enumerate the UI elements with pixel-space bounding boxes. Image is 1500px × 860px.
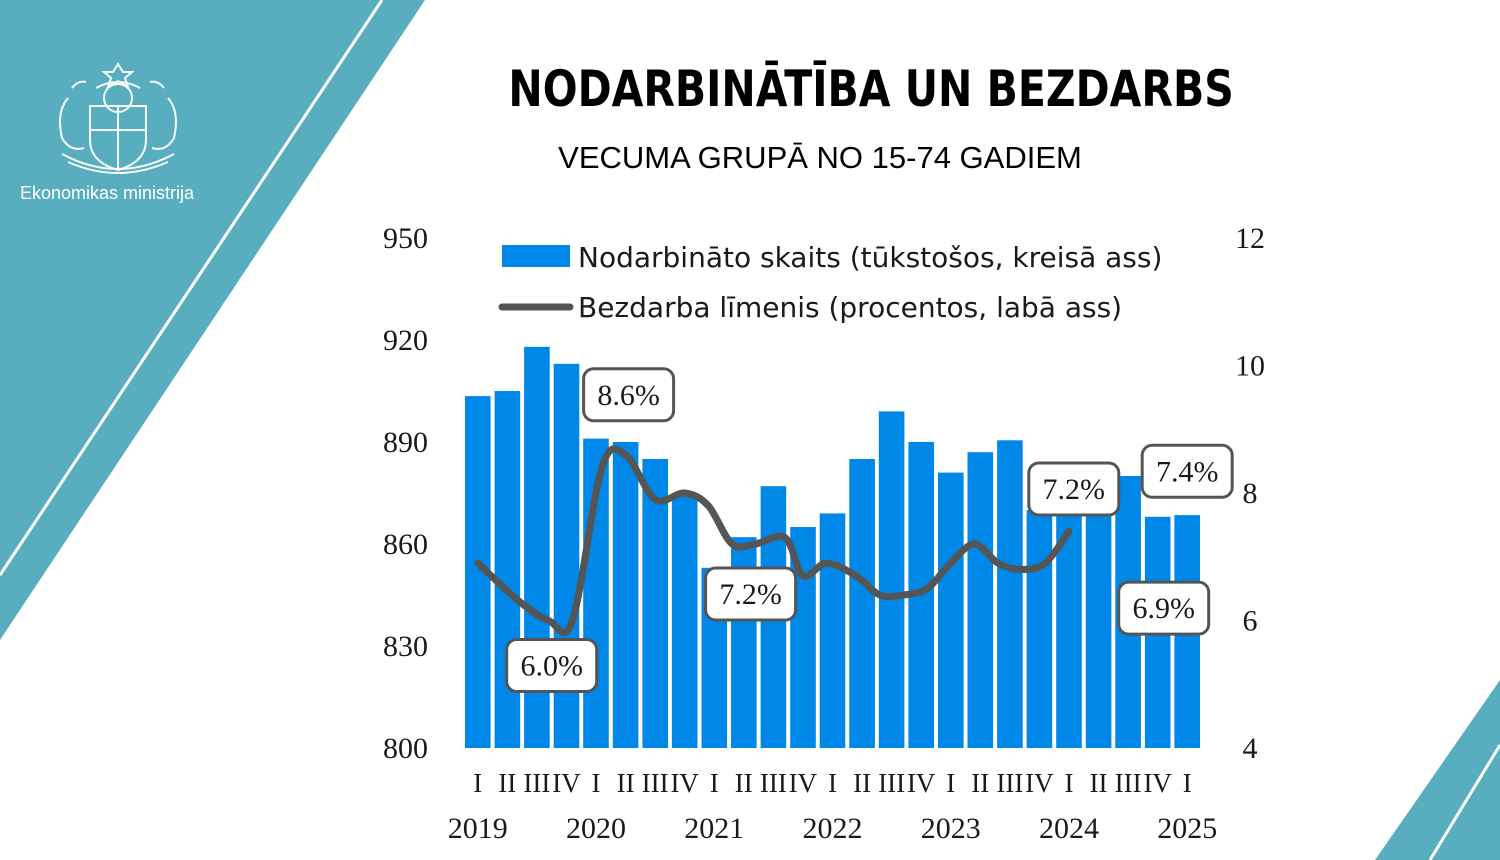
quarter-label: IV — [789, 768, 818, 798]
year-label: 2021 — [684, 812, 744, 845]
callout-label: 6.9% — [1132, 592, 1195, 625]
callout-0: 6.0% — [505, 638, 599, 693]
year-label: 2023 — [921, 812, 981, 845]
quarter-label: III — [642, 768, 669, 798]
quarter-label: I — [1183, 768, 1192, 798]
teal-corner-bottom-right — [1375, 680, 1500, 860]
quarter-label: III — [523, 768, 550, 798]
callout-label: 7.2% — [719, 578, 782, 611]
callouts: 6.0% 8.6% 7.2% 7.2% 6.9% 7.4% — [505, 367, 1234, 693]
quarter-label: II — [617, 768, 635, 798]
quarter-label: IV — [1143, 768, 1172, 798]
year-label: 2022 — [803, 812, 863, 845]
quarter-label: III — [760, 768, 787, 798]
quarter-label: II — [735, 768, 753, 798]
bar — [997, 440, 1023, 748]
quarter-label: I — [1065, 768, 1074, 798]
quarter-label: I — [710, 768, 719, 798]
callout-box — [704, 566, 798, 622]
x-axis: I II III IV I II III IV I II III IV I II III IV I II III IV… — [448, 768, 1217, 845]
ministry-name: Ekonomikas ministrija — [20, 183, 195, 203]
bar — [1056, 513, 1082, 748]
left-tick-label: 890 — [383, 426, 428, 459]
quarter-label: IV — [670, 768, 699, 798]
quarter-label: II — [971, 768, 989, 798]
bar — [967, 452, 994, 748]
bar — [849, 459, 875, 748]
quarter-label: II — [853, 768, 871, 798]
callout-5: 7.4% — [1140, 443, 1234, 499]
callout-1: 8.6% — [582, 367, 676, 423]
year-label: 2025 — [1157, 812, 1217, 845]
bar — [642, 459, 668, 748]
bar — [1085, 499, 1112, 748]
year-label: 2019 — [448, 812, 508, 845]
bar — [878, 411, 905, 748]
callout-box — [1140, 443, 1234, 499]
quarter-label: I — [592, 768, 601, 798]
callout-box — [505, 638, 599, 693]
unemployment-line — [474, 445, 1073, 637]
teal-corner-shape — [0, 0, 425, 640]
quarter-label: III — [1115, 768, 1142, 798]
right-tick-label: 10 — [1235, 350, 1265, 383]
page-title: NODARBINĀTĪBA UN BEZDARBS — [508, 60, 1234, 118]
bar — [671, 496, 698, 748]
legend-bar-label: Nodarbināto skaits (tūkstošos, kreisā as… — [578, 241, 1162, 274]
right-tick-label: 6 — [1243, 605, 1258, 638]
left-tick-label: 830 — [383, 630, 428, 663]
quarter-label: I — [473, 768, 482, 798]
page-subtitle: VECUMA GRUPĀ NO 15-74 GADIEM — [558, 140, 1082, 175]
white-diagonal-line-bottom — [1428, 744, 1500, 860]
callout-box — [1117, 580, 1211, 636]
right-tick-label: 12 — [1235, 222, 1265, 255]
quarter-label: III — [996, 768, 1023, 798]
callout-label: 6.0% — [520, 650, 583, 683]
quarter-label: IV — [552, 768, 581, 798]
callout-label: 8.6% — [597, 379, 660, 412]
year-label: 2020 — [566, 812, 626, 845]
legend-bar-swatch — [502, 245, 570, 267]
bar — [494, 391, 521, 748]
quarter-label: III — [878, 768, 905, 798]
left-tick-label: 920 — [383, 324, 428, 357]
left-tick-label: 950 — [383, 222, 428, 255]
right-tick-label: 4 — [1243, 732, 1258, 765]
callout-box — [582, 367, 676, 423]
bar — [819, 513, 846, 748]
callout-box — [1027, 461, 1121, 517]
legend-line-label: Bezdarba līmenis (procentos, labā ass) — [578, 291, 1122, 324]
bar — [1026, 510, 1053, 748]
left-tick-label: 800 — [383, 732, 428, 765]
callout-3: 7.2% — [1027, 461, 1121, 517]
quarter-label: I — [828, 768, 837, 798]
quarter-label: II — [498, 768, 516, 798]
callout-2: 7.2% — [704, 566, 798, 622]
left-axis: 800 830 860 890 920 950 — [383, 222, 428, 765]
legend: Nodarbināto skaits (tūkstošos, kreisā as… — [498, 241, 1162, 324]
quarter-label: IV — [1025, 768, 1054, 798]
quarter-label: IV — [907, 768, 936, 798]
right-tick-label: 8 — [1243, 477, 1258, 510]
coat-of-arms-logo — [59, 62, 177, 174]
callout-4: 6.9% — [1117, 580, 1211, 636]
quarter-label: I — [946, 768, 955, 798]
bar — [612, 442, 639, 748]
year-label: 2024 — [1039, 812, 1099, 845]
right-axis: 4 6 8 10 12 — [1235, 222, 1265, 765]
callout-label: 7.2% — [1043, 473, 1106, 506]
white-diagonal-line — [0, 0, 384, 576]
quarter-label: II — [1090, 768, 1108, 798]
left-tick-label: 860 — [383, 528, 428, 561]
bar — [938, 472, 964, 748]
callout-label: 7.4% — [1156, 455, 1219, 488]
line-series — [474, 445, 1073, 637]
